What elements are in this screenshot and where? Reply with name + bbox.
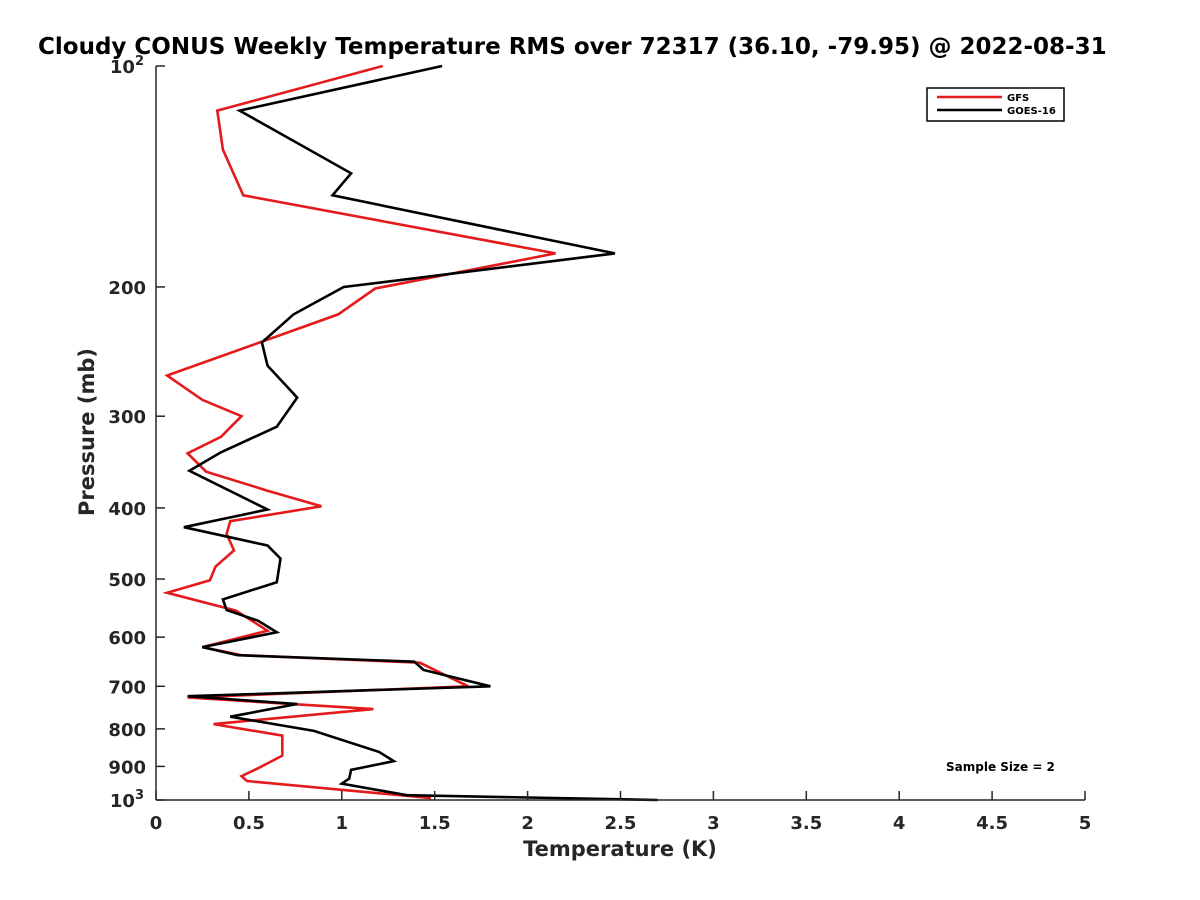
axes-layer: 0 0.5 1 1.5 2 2.5 3 3.5 4 4.5 5 102 200 300 400 500 600 7… xyxy=(108,54,1091,834)
x-tick-label: 1.5 xyxy=(419,813,451,834)
x-tick-label: 4 xyxy=(893,813,906,834)
y-tick-label: 103 xyxy=(110,788,144,812)
y-axis-label: Pressure (mb) xyxy=(75,348,99,516)
legend-label: GFS xyxy=(1007,93,1029,104)
x-tick-label: 4.5 xyxy=(976,813,1008,834)
y-tick-label: 200 xyxy=(108,278,146,299)
legend: GFS GOES-16 xyxy=(926,87,1065,122)
x-tick-label: 0 xyxy=(150,813,163,834)
x-tick-label: 2 xyxy=(521,813,534,834)
y-tick-label: 500 xyxy=(108,570,146,591)
y-tick-label: 800 xyxy=(108,720,146,741)
series-layer xyxy=(162,64,658,802)
y-tick-label: 900 xyxy=(108,757,146,778)
series-line-gfs xyxy=(162,64,556,800)
y-tick-label: 700 xyxy=(108,677,146,698)
legend-box xyxy=(926,87,1065,122)
y-tick-label: 102 xyxy=(110,54,144,78)
sample-size-annotation: Sample Size = 2 xyxy=(946,760,1055,774)
x-tick-label: 1 xyxy=(336,813,349,834)
y-tick-label: 400 xyxy=(108,499,146,520)
x-tick-label: 3.5 xyxy=(790,813,822,834)
legend-label: GOES-16 xyxy=(1007,106,1056,117)
y-tick-label: 600 xyxy=(108,628,146,649)
x-tick-label: 3 xyxy=(707,813,720,834)
x-axis-label: Temperature (K) xyxy=(523,837,717,861)
chart-title: Cloudy CONUS Weekly Temperature RMS over… xyxy=(38,34,1107,60)
x-tick-label: 2.5 xyxy=(605,813,637,834)
x-tick-label: 5 xyxy=(1079,813,1092,834)
y-tick-label: 300 xyxy=(108,407,146,428)
x-tick-label: 0.5 xyxy=(233,813,265,834)
series-line-goes-16 xyxy=(183,64,658,802)
